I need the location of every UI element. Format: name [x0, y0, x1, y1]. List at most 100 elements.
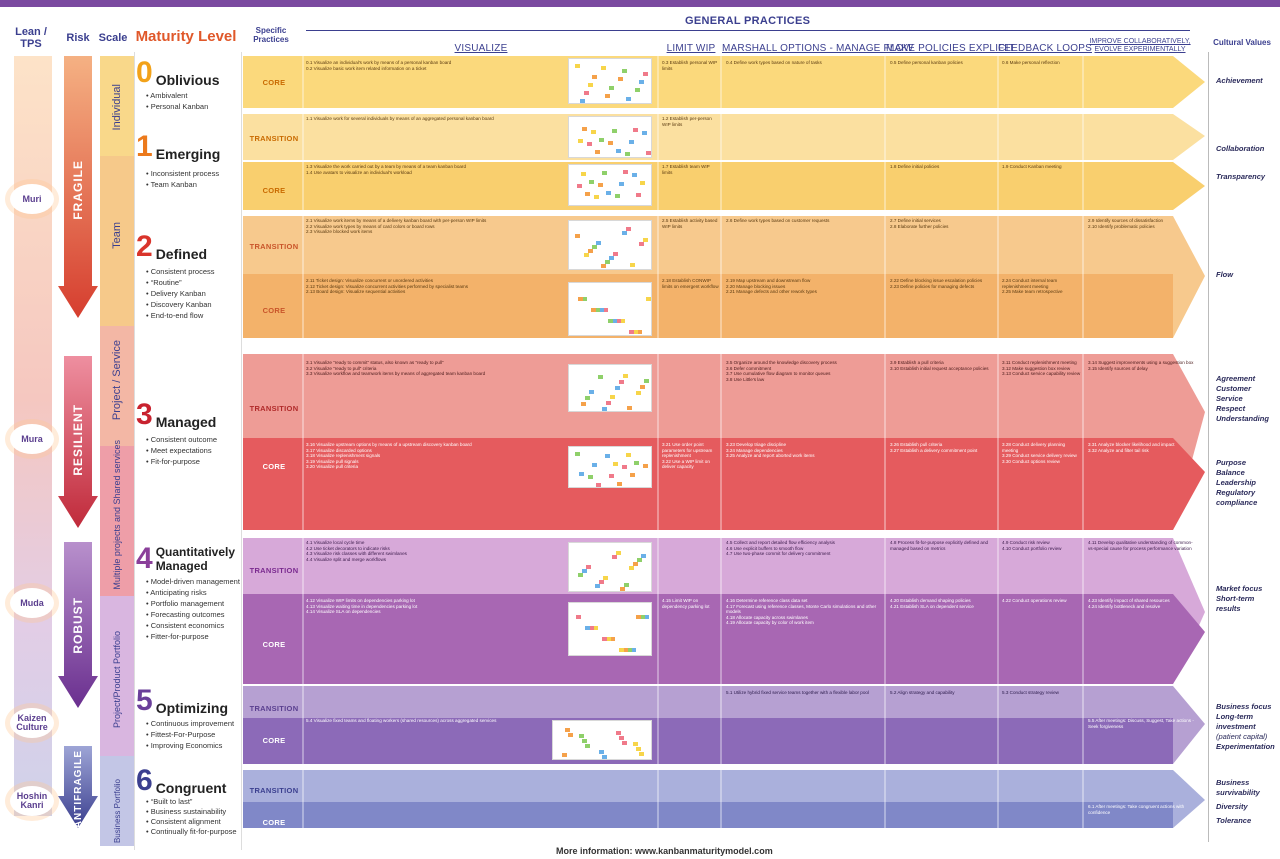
- sticky-note: [627, 648, 632, 652]
- sticky-note: [622, 231, 627, 235]
- sticky-note: [601, 66, 606, 70]
- sticky-note: [610, 637, 615, 641]
- sticky-note: [582, 739, 587, 743]
- practice-cell: 4.1 Visualize local cycle time 4.2 Use t…: [306, 540, 407, 562]
- sticky-note: [632, 173, 637, 177]
- cultural-value: Short-term results: [1216, 594, 1255, 613]
- level-4-item: Portfolio management: [146, 598, 242, 609]
- sticky-note: [623, 374, 628, 378]
- sticky-note: [602, 755, 607, 759]
- sticky-note: [639, 752, 644, 756]
- sticky-note: [617, 482, 622, 486]
- sticky-note: [622, 465, 627, 469]
- sticky-note: [634, 461, 639, 465]
- sticky-note: [577, 184, 582, 188]
- practice-cell: 4.20 Establish demand shaping policies 4…: [890, 598, 974, 609]
- level-5-number: 5: [136, 684, 153, 717]
- cultural-value: Tolerance: [1216, 816, 1252, 825]
- practice-cell: 2.24 Conduct internal team replenishment…: [1002, 278, 1063, 295]
- sticky-note: [584, 253, 589, 257]
- footer-link[interactable]: More information: www.kanbanmaturitymode…: [556, 846, 773, 856]
- level-5-name: Optimizing: [155, 700, 229, 716]
- level-2: 2 Defined Consistent process “Routine” D…: [136, 232, 242, 321]
- sticky-note: [615, 386, 620, 390]
- sticky-note: [603, 576, 608, 580]
- sticky-note: [622, 741, 627, 745]
- lean-kaizen-culture: Kaizen Culture: [10, 708, 54, 738]
- cultural-value: Transparency: [1216, 172, 1266, 181]
- sticky-note: [586, 565, 591, 569]
- board-thumbnail: [552, 720, 652, 760]
- sticky-note: [616, 149, 621, 153]
- sticky-note: [609, 86, 614, 90]
- sticky-note: [599, 580, 604, 584]
- sticky-note: [593, 626, 598, 630]
- sticky-note: [568, 733, 573, 737]
- sticky-note: [581, 402, 586, 406]
- sticky-note: [606, 401, 611, 405]
- sticky-note: [578, 139, 583, 143]
- cultural-value-group: Agreement Customer Service Respect Under…: [1216, 374, 1278, 424]
- cultural-value: Leadership: [1216, 478, 1257, 487]
- sticky-note: [606, 191, 611, 195]
- cultural-value-group: Business focus Long-term investment (pat…: [1216, 702, 1278, 752]
- level-1-number: 1: [136, 130, 153, 163]
- level-2-item: “Routine”: [146, 277, 242, 288]
- level-6-number: 6: [136, 764, 153, 797]
- level-0-number: 0: [136, 56, 153, 89]
- sticky-note: [585, 396, 590, 400]
- sticky-note: [612, 319, 617, 323]
- risk-robust: ROBUST: [71, 596, 85, 654]
- sticky-note: [623, 170, 628, 174]
- practice-cell: 3.16 Visualize upstream options by means…: [306, 442, 472, 470]
- sticky-note: [643, 72, 648, 76]
- practice-cell: 4.23 Identify impact of shared resources…: [1088, 598, 1170, 609]
- sticky-note: [619, 380, 624, 384]
- cultural-value-group: Business survivability Diversity Toleran…: [1216, 778, 1278, 826]
- practice-cell: 3.28 Conduct delivery planning meeting 3…: [1002, 442, 1077, 464]
- level-3-item: Meet expectations: [146, 445, 242, 456]
- sticky-note: [626, 227, 631, 231]
- practice-cell: 4.9 Conduct risk review 4.10 Conduct por…: [1002, 540, 1062, 551]
- sticky-note: [584, 91, 589, 95]
- sticky-note: [618, 77, 623, 81]
- header-lean-tps: Lean / TPS: [15, 26, 47, 50]
- header-specific-practices: Specific Practices: [253, 26, 289, 44]
- sticky-note: [616, 731, 621, 735]
- sticky-note: [646, 151, 651, 155]
- lean-mura: Mura: [10, 424, 54, 454]
- col-header-policies: MAKE POLICIES EXPLICIT: [886, 43, 1015, 54]
- level-1-item: Team Kanban: [146, 179, 242, 190]
- level-0-item: Ambivalent: [146, 90, 242, 101]
- level-5-list: Continuous improvement Fittest-For-Purpo…: [146, 718, 242, 751]
- scale-project-portfolio: Project/Product Portfolio: [112, 631, 122, 729]
- practice-cell: 1.1 Visualize work for several individua…: [306, 116, 494, 121]
- sticky-note: [623, 648, 628, 652]
- level-4-item: Anticipating risks: [146, 587, 242, 598]
- level-0-list: Ambivalent Personal Kanban: [146, 90, 242, 112]
- level-5: 5 Optimizing Continuous improvement Fitt…: [136, 686, 242, 751]
- sticky-note: [609, 256, 614, 260]
- level-1-list: Inconsistent process Team Kanban: [146, 168, 242, 190]
- practice-cell: 3.23 Develop triage discipline 3.24 Mana…: [726, 442, 815, 459]
- level-6-item: “Built to last”: [146, 797, 242, 807]
- cultural-value: Achievement: [1216, 76, 1263, 85]
- scale-business-portfolio: Business Portfolio: [112, 778, 122, 844]
- band-6-label: CORE: [262, 462, 286, 471]
- sticky-note: [639, 80, 644, 84]
- sticky-note: [640, 181, 645, 185]
- sticky-note: [601, 264, 606, 268]
- level-2-item: End-to-end flow: [146, 310, 242, 321]
- sticky-note: [643, 464, 648, 468]
- lean-muda: Muda: [10, 588, 54, 618]
- sticky-note: [588, 249, 593, 253]
- sticky-note: [633, 330, 638, 334]
- sticky-note: [631, 648, 636, 652]
- risk-resilient: RESILIENT: [71, 404, 85, 476]
- practice-cell: 4.12 Visualize WIP limits on dependencie…: [306, 598, 418, 615]
- sticky-note: [646, 297, 651, 301]
- cultural-value: Understanding: [1216, 414, 1269, 423]
- sticky-note: [642, 131, 647, 135]
- cultural-value: Respect: [1216, 404, 1246, 413]
- level-2-item: Delivery Kanban: [146, 288, 242, 299]
